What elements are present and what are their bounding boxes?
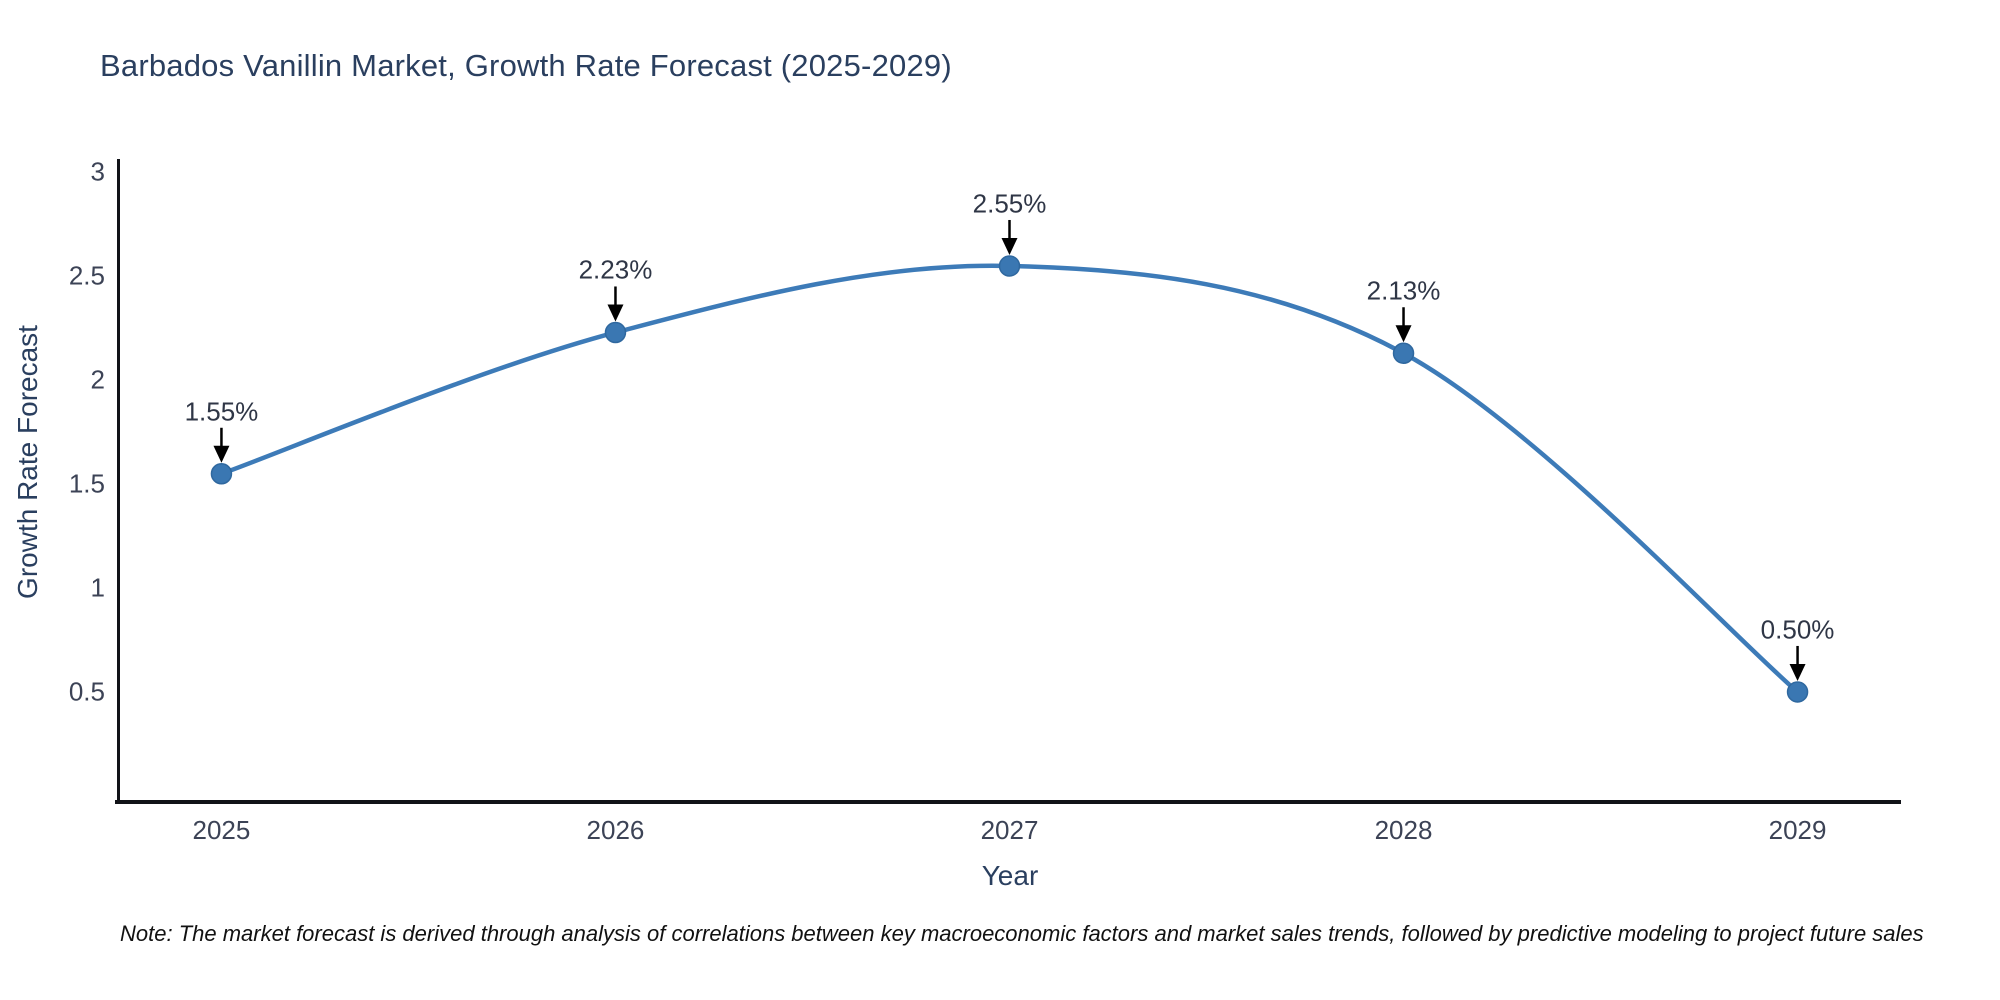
annotation-arrowhead — [1395, 325, 1412, 343]
point-value-label: 2.23% — [578, 254, 653, 285]
x-tick-label: 2026 — [586, 815, 645, 845]
point-value-label: 1.55% — [184, 396, 259, 427]
point-value-label: 0.50% — [1760, 614, 1835, 645]
annotation-arrowhead — [213, 445, 230, 463]
y-tick-label: 1 — [90, 572, 105, 603]
x-tick-label: 2027 — [980, 815, 1039, 845]
y-tick-label: 2 — [90, 364, 105, 395]
data-point-2027[interactable] — [998, 255, 1021, 277]
x-tick-label: 2029 — [1768, 815, 1827, 845]
data-point-2026[interactable] — [604, 321, 627, 344]
data-point-2025[interactable] — [210, 463, 233, 485]
data-point-2029[interactable] — [1786, 681, 1809, 703]
data-markers — [210, 255, 1809, 703]
y-tick-label: 0.5 — [68, 676, 105, 707]
data-point-2028[interactable] — [1392, 342, 1415, 364]
x-axis-title: Year — [981, 860, 1039, 891]
y-tick-label: 3 — [90, 156, 105, 187]
x-tick-label: 2025 — [192, 815, 251, 845]
y-tick-label: 2.5 — [68, 260, 105, 291]
point-value-label: 2.13% — [1366, 275, 1441, 306]
annotation-arrowhead — [1001, 237, 1018, 255]
annotation-arrowhead — [607, 304, 624, 322]
point-value-label: 2.55% — [972, 188, 1047, 219]
trend-line — [219, 263, 1800, 695]
x-tick-label: 2028 — [1374, 815, 1433, 845]
annotation-arrows — [213, 219, 1806, 681]
x-axis-line — [115, 800, 1901, 804]
y-axis-line — [117, 159, 120, 804]
y-tick-label: 1.5 — [68, 468, 105, 499]
annotation-arrowhead — [1789, 663, 1806, 681]
chart-title: Barbados Vanillin Market, Growth Rate Fo… — [100, 48, 952, 83]
footnote: Note: The market forecast is derived thr… — [120, 921, 1924, 946]
line-series — [219, 263, 1800, 695]
